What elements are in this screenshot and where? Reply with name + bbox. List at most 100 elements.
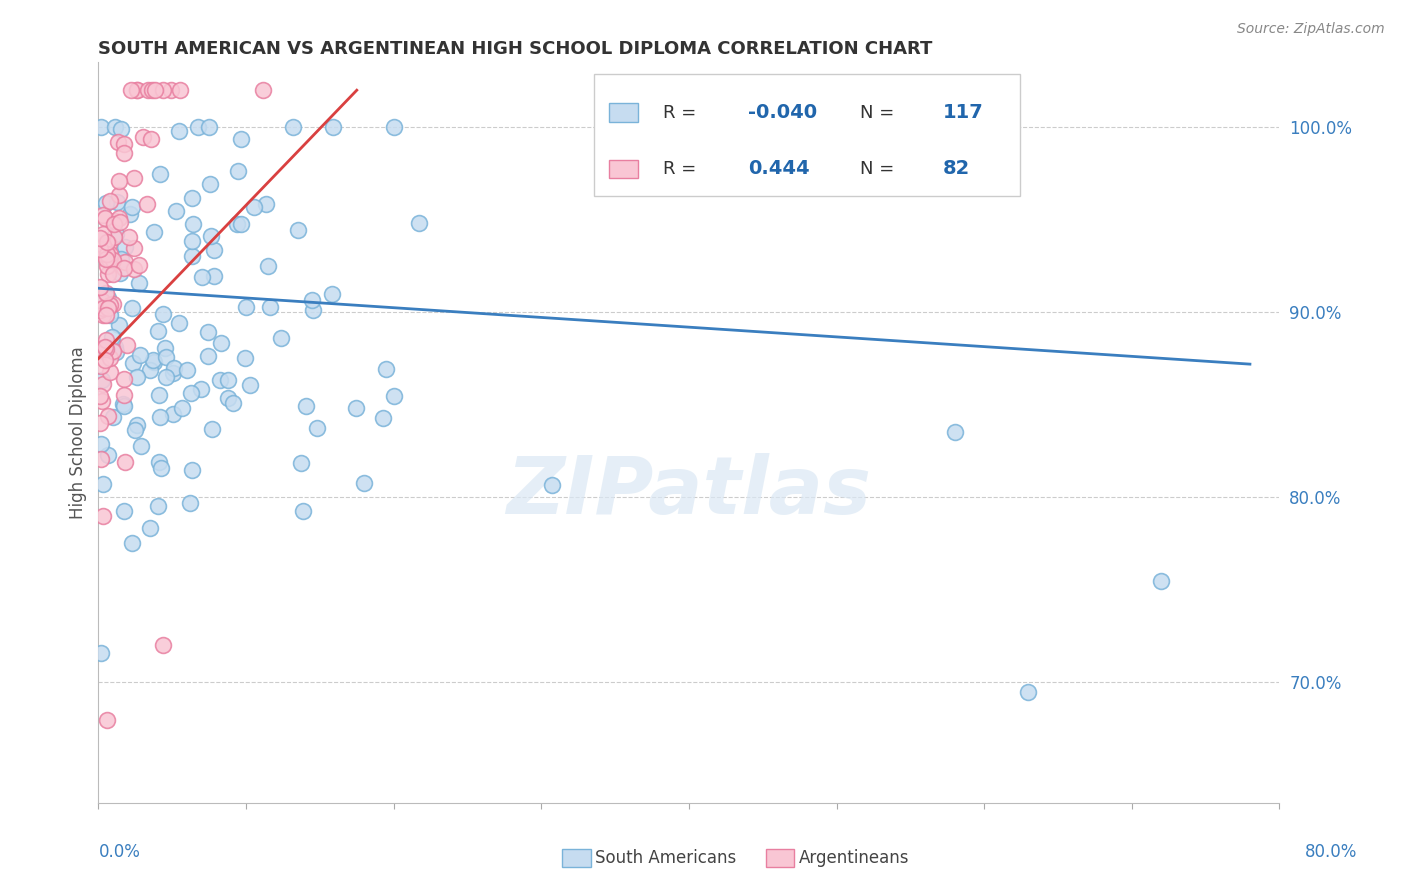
Point	[91, 238, 114, 252]
Point	[149, 167, 172, 181]
Point	[197, 349, 219, 363]
Point	[125, 83, 148, 97]
Point	[107, 135, 129, 149]
Point	[187, 120, 209, 135]
Point	[201, 421, 224, 435]
Point	[94, 308, 117, 322]
Point	[122, 171, 145, 186]
Point	[148, 387, 170, 401]
Point	[129, 348, 152, 362]
Point	[217, 373, 239, 387]
Point	[238, 377, 260, 392]
Point	[91, 208, 114, 222]
Point	[153, 341, 176, 355]
Point	[97, 448, 120, 462]
Point	[217, 391, 239, 405]
FancyBboxPatch shape	[595, 73, 1019, 195]
Point	[97, 409, 120, 424]
Point	[98, 351, 121, 365]
Point	[190, 383, 212, 397]
Point	[105, 227, 128, 242]
Text: -0.040: -0.040	[748, 103, 817, 122]
Point	[209, 335, 232, 350]
Point	[235, 351, 257, 365]
Point	[202, 244, 225, 258]
Point	[89, 416, 111, 430]
Point	[97, 252, 120, 267]
Point	[118, 207, 141, 221]
Point	[108, 215, 131, 229]
Point	[162, 366, 184, 380]
Point	[96, 713, 118, 727]
Point	[91, 301, 114, 316]
Point	[375, 362, 398, 376]
Point	[209, 373, 232, 387]
Point	[152, 639, 174, 653]
Point	[110, 252, 132, 267]
Point	[96, 247, 118, 261]
Point	[98, 237, 121, 252]
Point	[122, 262, 145, 277]
Point	[191, 270, 214, 285]
Text: 0.0%: 0.0%	[98, 843, 141, 861]
Point	[107, 318, 129, 332]
Point	[254, 196, 277, 211]
Point	[100, 365, 122, 379]
Point	[97, 301, 120, 316]
Point	[128, 277, 150, 291]
Point	[103, 252, 125, 267]
Point	[108, 174, 131, 188]
Point	[202, 269, 225, 284]
Point	[101, 297, 124, 311]
Point	[131, 439, 153, 453]
Y-axis label: High School Diploma: High School Diploma	[69, 346, 87, 519]
Bar	[609, 103, 638, 122]
Point	[112, 372, 135, 386]
Point	[290, 456, 312, 470]
Point	[235, 300, 257, 314]
Point	[90, 245, 112, 260]
Point	[180, 462, 202, 476]
Point	[96, 259, 118, 273]
Point	[270, 331, 292, 345]
Point	[148, 455, 170, 469]
Point	[94, 353, 117, 368]
Point	[101, 410, 124, 425]
Point	[98, 298, 121, 312]
Point	[112, 504, 135, 518]
Point	[155, 369, 177, 384]
Point	[121, 301, 143, 315]
Point	[167, 123, 190, 137]
Point	[305, 420, 328, 434]
Point	[100, 258, 122, 272]
Point	[94, 211, 117, 226]
Point	[112, 261, 135, 276]
Point	[93, 340, 115, 354]
Point	[281, 120, 304, 135]
Point	[540, 478, 562, 492]
Text: South Americans: South Americans	[595, 849, 735, 867]
Text: R =: R =	[664, 103, 702, 121]
Point	[107, 188, 129, 202]
Point	[160, 83, 183, 97]
Point	[371, 411, 394, 425]
Point	[96, 235, 118, 249]
Point	[114, 255, 136, 269]
Point	[110, 121, 132, 136]
Point	[90, 437, 112, 451]
Point	[122, 356, 145, 370]
Text: 80.0%: 80.0%	[1305, 843, 1357, 861]
Point	[143, 355, 166, 369]
Text: ZIPatlas: ZIPatlas	[506, 453, 872, 531]
Point	[98, 308, 121, 322]
Point	[90, 646, 112, 660]
Point	[98, 194, 121, 209]
Point	[96, 297, 118, 311]
Point	[112, 388, 135, 402]
Point	[344, 401, 367, 416]
Point	[301, 302, 323, 317]
Point	[101, 344, 124, 359]
Point	[198, 120, 221, 135]
Point	[148, 410, 170, 425]
Point	[294, 399, 316, 413]
